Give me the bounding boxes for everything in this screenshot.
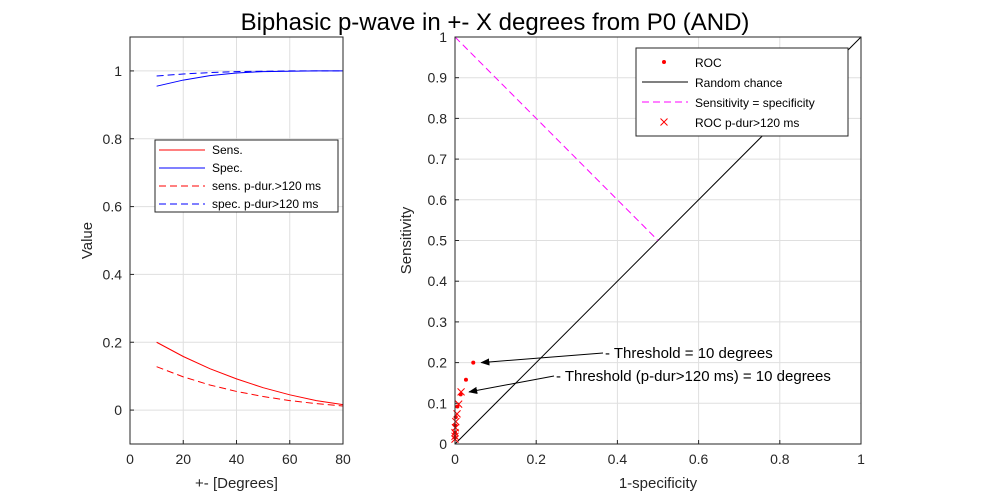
x-tick-label: 0 (451, 451, 459, 467)
roc-x-point (451, 417, 460, 426)
y-tick-label: 0.3 (428, 314, 448, 330)
y-tick-label: 0.2 (103, 334, 123, 350)
y-tick-label: 0.8 (428, 110, 448, 126)
legend-swatch (662, 60, 666, 64)
annotation-text: - Threshold (p-dur>120 ms) = 10 degrees (556, 368, 831, 385)
x-tick-label: 0.6 (689, 451, 709, 467)
y-tick-label: 0.4 (103, 266, 123, 282)
y-tick-label: 0.6 (428, 192, 448, 208)
legend-swatch (660, 118, 668, 126)
roc-x-point (454, 400, 463, 408)
axes-box (129, 36, 344, 445)
y-tick-label: 1 (439, 29, 447, 45)
left-axes: 0 20 40 60 80 0 0.2 0.4 0.6 0.8 1 +- [Degrees] Value… (79, 36, 351, 492)
x-tick-label: 1 (857, 451, 865, 467)
series-line (156, 341, 344, 406)
legend-entry: Random chance (695, 76, 783, 90)
series-line (156, 366, 344, 407)
y-tick-label: 0.1 (428, 395, 448, 411)
y-tick-label: 1 (114, 63, 122, 79)
x-tick-label: 80 (335, 451, 351, 467)
x-axis-label: 1-specificity (619, 475, 698, 492)
legend-entry: Sens. (212, 143, 243, 157)
legend-box (154, 139, 339, 213)
x-tick-label: 0.4 (608, 451, 628, 467)
y-axis-label: Value (79, 222, 96, 259)
legend-entry: ROC (695, 56, 722, 70)
legend-entry: Spec. (212, 161, 243, 175)
legend-box (635, 47, 849, 137)
roc-point (463, 377, 468, 382)
roc-point (455, 404, 460, 409)
x-tick-label: 20 (175, 451, 191, 467)
y-tick-label: 0 (114, 402, 122, 418)
series-line (156, 70, 343, 77)
y-tick-label: 0.4 (428, 273, 448, 289)
y-tick-label: 0.6 (103, 199, 123, 215)
legend-entry: spec. p-dur>120 ms (212, 197, 318, 211)
legend-entry: Sensitivity = specificity (695, 96, 815, 110)
x-tick-label: 0 (126, 451, 134, 467)
annotation-text: - Threshold = 10 degrees (605, 345, 773, 362)
x-axis-label: +- [Degrees] (195, 475, 278, 492)
y-tick-label: 0.7 (428, 151, 448, 167)
y-tick-label: 0.8 (103, 131, 123, 147)
x-tick-label: 60 (282, 451, 298, 467)
x-tick-label: 0.8 (770, 451, 790, 467)
legend-entry: ROC p-dur>120 ms (695, 116, 799, 130)
legend-entry: sens. p-dur.>120 ms (212, 179, 321, 193)
roc-x-point (457, 388, 465, 396)
x-tick-label: 0.2 (526, 451, 546, 467)
annotation-arrow (468, 375, 555, 394)
y-tick-label: 0 (439, 436, 447, 452)
figure-title: Biphasic p-wave in +- X degrees from P0 … (241, 9, 750, 36)
x-tick-label: 40 (229, 451, 245, 467)
annotation-arrow (480, 352, 604, 366)
y-axis-label: Sensitivity (398, 206, 415, 274)
roc-point (471, 360, 476, 365)
y-tick-label: 0.9 (428, 70, 448, 86)
y-tick-label: 0.5 (428, 233, 448, 249)
right-axes: 0 0.2 0.4 0.6 0.8 1 0 0.1 0.2 0.3 0.4 0.5 0.6 0.7 0.8 0… (398, 29, 865, 492)
axes-box (454, 36, 862, 445)
y-tick-label: 0.2 (428, 355, 448, 371)
series-line (455, 37, 659, 241)
